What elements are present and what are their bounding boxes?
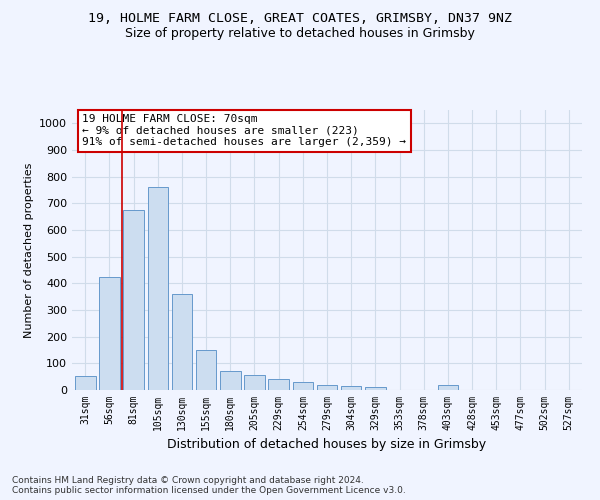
Bar	[148, 188, 168, 390]
Bar	[196, 350, 217, 390]
Bar	[317, 384, 337, 390]
Text: Size of property relative to detached houses in Grimsby: Size of property relative to detached ho…	[125, 28, 475, 40]
Bar	[172, 294, 192, 390]
Text: 19, HOLME FARM CLOSE, GREAT COATES, GRIMSBY, DN37 9NZ: 19, HOLME FARM CLOSE, GREAT COATES, GRIM…	[88, 12, 512, 26]
Bar	[437, 384, 458, 390]
Bar	[341, 386, 361, 390]
Bar	[220, 372, 241, 390]
X-axis label: Distribution of detached houses by size in Grimsby: Distribution of detached houses by size …	[167, 438, 487, 452]
Bar	[75, 376, 95, 390]
Bar	[124, 210, 144, 390]
Bar	[268, 380, 289, 390]
Bar	[99, 276, 120, 390]
Text: Contains HM Land Registry data © Crown copyright and database right 2024.
Contai: Contains HM Land Registry data © Crown c…	[12, 476, 406, 495]
Bar	[244, 376, 265, 390]
Bar	[365, 388, 386, 390]
Bar	[293, 382, 313, 390]
Text: 19 HOLME FARM CLOSE: 70sqm
← 9% of detached houses are smaller (223)
91% of semi: 19 HOLME FARM CLOSE: 70sqm ← 9% of detac…	[82, 114, 406, 148]
Y-axis label: Number of detached properties: Number of detached properties	[23, 162, 34, 338]
